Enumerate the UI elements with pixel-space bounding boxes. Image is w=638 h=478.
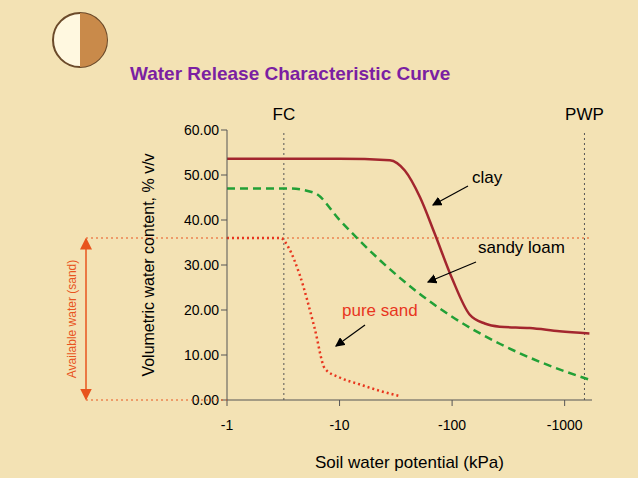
svg-text:Available water (sand): Available water (sand) bbox=[65, 260, 79, 379]
svg-text:-10: -10 bbox=[329, 417, 349, 433]
svg-text:PWP: PWP bbox=[565, 105, 604, 124]
svg-text:Soil water potential (kPa): Soil water potential (kPa) bbox=[315, 453, 504, 472]
svg-text:40.00: 40.00 bbox=[184, 212, 219, 228]
svg-text:Volumetric water content, % v/: Volumetric water content, % v/v bbox=[140, 153, 157, 376]
svg-text:Water Release Characteristic C: Water Release Characteristic Curve bbox=[130, 63, 450, 84]
svg-text:0.00: 0.00 bbox=[192, 392, 219, 408]
svg-text:10.00: 10.00 bbox=[184, 347, 219, 363]
svg-text:sandy loam: sandy loam bbox=[478, 238, 565, 257]
svg-text:20.00: 20.00 bbox=[184, 302, 219, 318]
svg-text:50.00: 50.00 bbox=[184, 167, 219, 183]
svg-text:30.00: 30.00 bbox=[184, 257, 219, 273]
svg-text:FC: FC bbox=[273, 105, 296, 124]
svg-text:clay: clay bbox=[472, 168, 503, 187]
svg-text:-1: -1 bbox=[221, 417, 234, 433]
svg-text:-100: -100 bbox=[438, 417, 466, 433]
svg-text:-1000: -1000 bbox=[547, 417, 583, 433]
svg-text:pure sand: pure sand bbox=[342, 301, 418, 320]
svg-text:60.00: 60.00 bbox=[184, 122, 219, 138]
